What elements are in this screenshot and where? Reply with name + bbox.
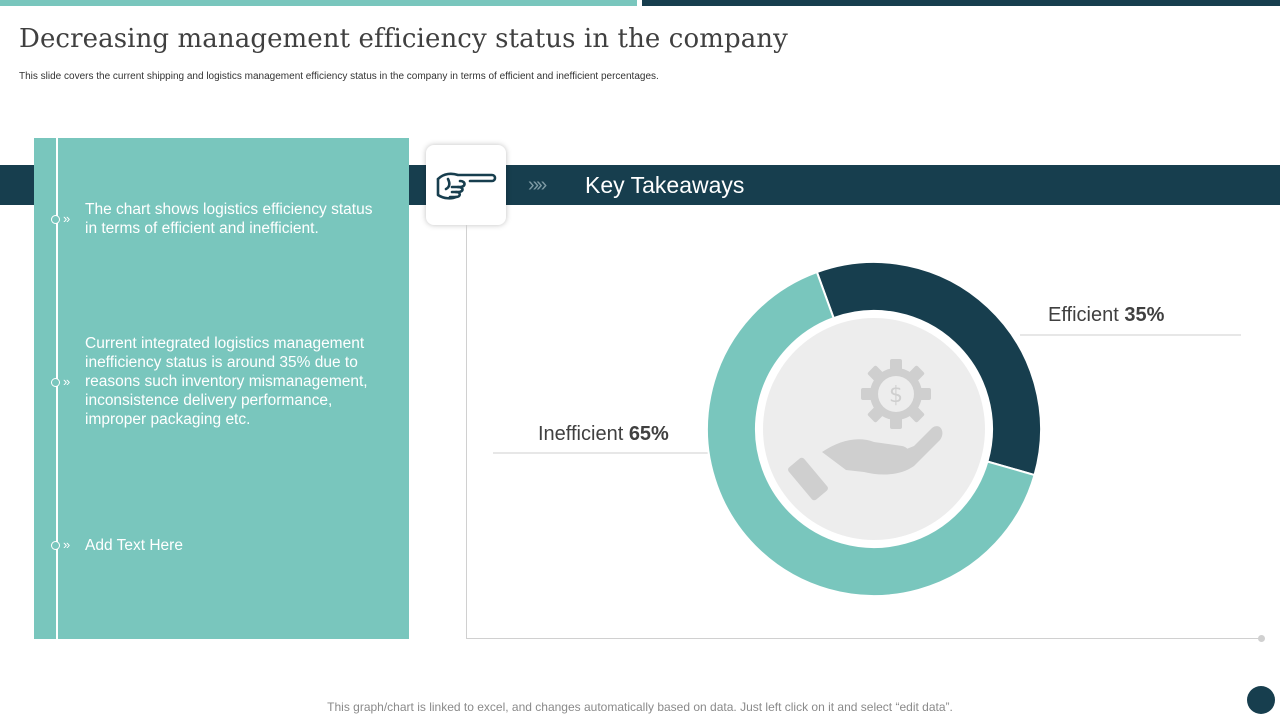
takeaway-point: The chart shows logistics efficiency sta…: [85, 201, 373, 237]
chart-axis-vertical: [466, 225, 467, 639]
corner-dot: [1247, 686, 1275, 714]
takeaways-title: Key Takeaways: [585, 172, 745, 198]
svg-text:$: $: [889, 383, 903, 408]
axis-end-dot: [1258, 635, 1265, 642]
takeaway-point[interactable]: Add Text Here: [85, 537, 183, 554]
left-header-band: [0, 165, 40, 205]
page-title: Decreasing management efficiency status …: [19, 24, 788, 54]
donut-center: [763, 318, 985, 540]
takeaways-header-band: [409, 165, 1280, 205]
pointing-hand-icon-box: [426, 145, 506, 225]
bullet-marker: »: [51, 537, 77, 552]
chart-axis-horizontal: [466, 638, 1262, 639]
bullet-marker: »: [51, 211, 77, 226]
top-accent-bar-left: [0, 0, 637, 6]
inefficient-label: Inefficient 65%: [538, 423, 669, 445]
double-chevron-icon: »»: [528, 174, 547, 196]
pointing-hand-icon: [436, 172, 497, 200]
page-subtitle: This slide covers the current shipping a…: [19, 71, 659, 82]
money-hand-icon: $: [788, 359, 943, 501]
top-accent-bar-right: [642, 0, 1280, 6]
bullet-marker: »: [51, 374, 77, 389]
efficient-label: Efficient 35%: [1048, 304, 1165, 326]
timeline-line: [56, 138, 58, 639]
footnote: This graph/chart is linked to excel, and…: [327, 700, 953, 714]
takeaways-panel: » The chart shows logistics efficiency s…: [34, 138, 409, 639]
takeaway-point: Current integrated logistics management …: [85, 335, 368, 428]
